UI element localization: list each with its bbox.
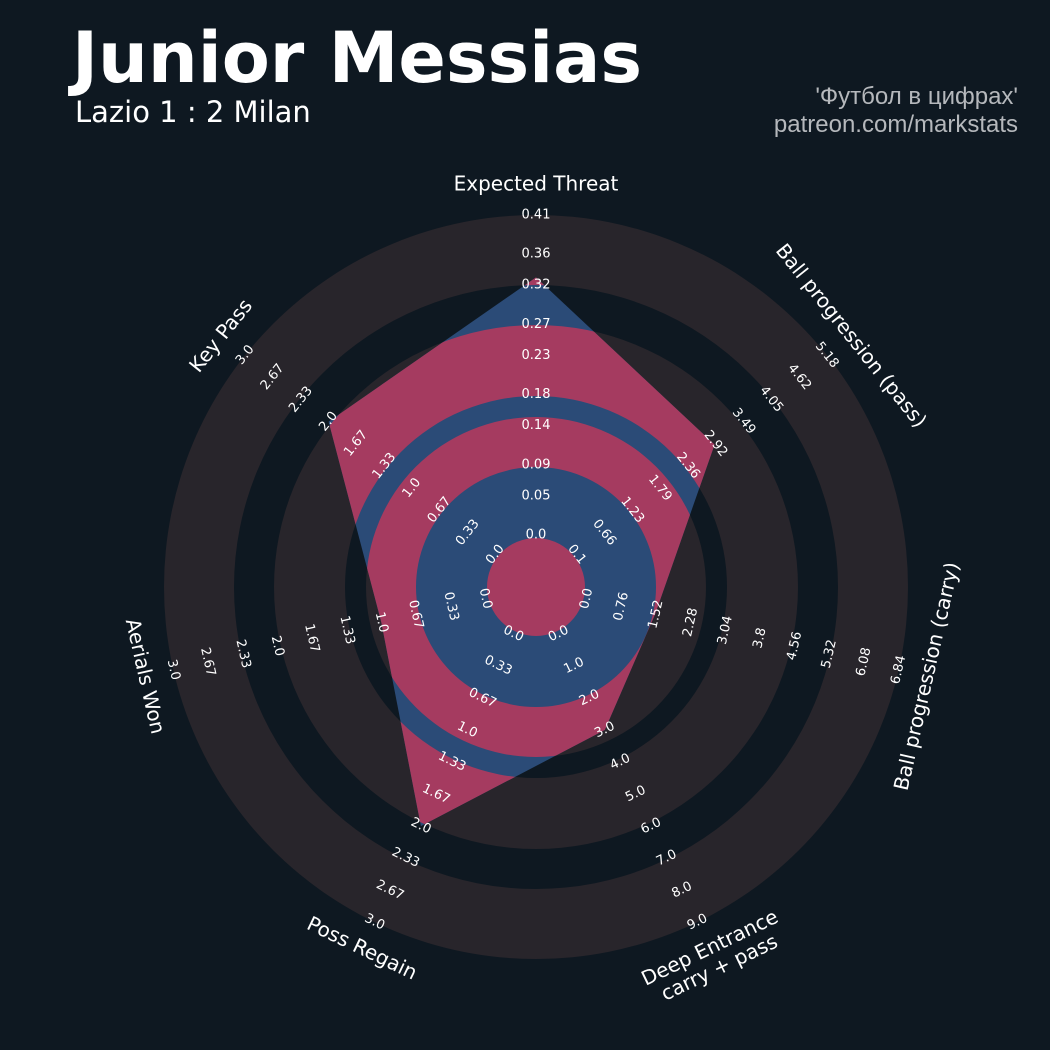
tick-label: 3.0 [164,658,183,682]
credit: 'Футбол в цифрах' [815,83,1018,110]
tick-label: 0.27 [522,317,551,332]
tick-label: 0.18 [522,387,551,402]
tick-label: 0.09 [522,457,551,472]
tick-label: 2.33 [232,638,253,670]
polygon-center [487,538,585,636]
tick-label: 0.32 [522,278,551,293]
tick-label: 5.32 [819,638,840,670]
tick-label: 0.23 [522,348,551,363]
tick-label: 2.0 [268,634,287,658]
tick-label: 6.84 [888,654,909,686]
credit: patreon.com/markstats [774,111,1018,138]
tick-label: 0.0 [577,587,596,611]
tick-label: 0.33 [440,591,461,623]
tick-label: 0.14 [522,418,551,433]
tick-label: 3.8 [750,626,769,650]
tick-label: 0.76 [611,591,632,623]
polygon-ring [366,417,706,757]
tick-label: 0.41 [522,208,551,223]
tick-label: 4.56 [784,630,805,662]
tick-label: 3.04 [715,614,736,646]
polygon-rings [328,277,715,827]
tick-label: 0.0 [476,587,495,611]
chart-subtitle: Lazio 1 : 2 Milan [75,95,311,129]
tick-label: 2.28 [680,607,701,639]
param-label: Expected Threat [454,172,619,196]
tick-label: 1.52 [645,599,666,631]
tick-label: 0.0 [526,528,547,543]
tick-label: 0.67 [405,599,426,631]
tick-label: 6.08 [853,646,874,678]
tick-label: 0.36 [522,247,551,262]
chart-title: Junior Messias [68,17,642,99]
tick-label: 1.0 [372,611,391,635]
tick-label: 1.33 [336,614,357,646]
tick-label: 2.67 [197,646,218,678]
tick-label: 0.05 [522,489,551,504]
tick-label: 1.67 [301,622,322,654]
